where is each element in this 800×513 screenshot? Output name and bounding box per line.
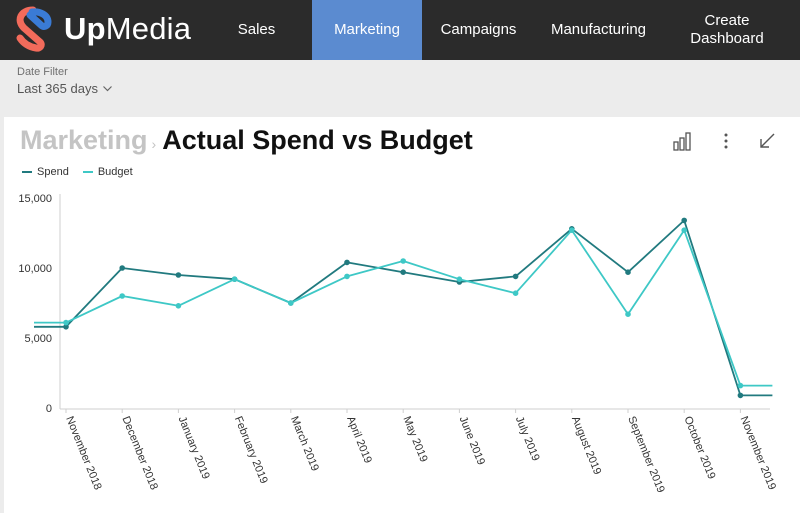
data-point-budget [119, 293, 125, 299]
x-tick-label: January 2019 [176, 415, 212, 481]
x-tick-label: July 2019 [513, 415, 542, 463]
data-point-spend [119, 265, 125, 271]
date-filter-dropdown[interactable]: Last 365 days [17, 81, 113, 96]
x-tick-label: August 2019 [569, 415, 603, 477]
y-tick-label: 10,000 [18, 263, 52, 275]
x-tick-label: November 2019 [738, 415, 778, 492]
data-point-spend [512, 273, 519, 280]
x-tick-label: February 2019 [232, 415, 270, 486]
data-point-budget [175, 303, 182, 309]
data-point-budget [400, 258, 407, 264]
collapse-arrow-icon[interactable] [755, 129, 779, 153]
top-navigation-bar: UpMedia Sales Marketing Campaigns Manufa… [0, 0, 800, 60]
legend-item-spend[interactable]: Spend [22, 166, 69, 178]
data-point-budget [569, 227, 575, 233]
legend-swatch-spend [22, 171, 32, 173]
nav-tab-marketing[interactable]: Marketing [312, 0, 422, 60]
breadcrumb-marketing[interactable]: Marketing [20, 125, 148, 155]
breadcrumb-separator: › [151, 136, 157, 152]
brand-name: UpMedia [64, 11, 192, 46]
legend-item-budget[interactable]: Budget [82, 166, 133, 178]
x-tick-label: October 2019 [681, 415, 717, 481]
data-point-budget [512, 290, 519, 296]
legend-label-budget: Budget [97, 166, 133, 178]
x-tick-label: March 2019 [288, 415, 321, 473]
nav-tab-create-dashboard-label: Create Dashboard [690, 12, 764, 47]
data-point-budget [737, 382, 744, 389]
brand-logo[interactable]: UpMedia [10, 4, 191, 54]
x-tick-label: November 2018 [63, 415, 103, 492]
x-tick-label: September 2019 [625, 415, 667, 495]
y-tick-label: 15,000 [18, 193, 52, 205]
data-point-spend [344, 259, 350, 266]
data-point-spend [175, 272, 182, 278]
series-line-budget [34, 229, 773, 387]
data-point-budget [625, 311, 631, 317]
bar-chart-icon[interactable] [670, 129, 694, 153]
nav-tab-manufacturing[interactable]: Manufacturing [550, 21, 647, 38]
chevron-down-icon [103, 86, 112, 92]
data-point-budget [63, 319, 69, 326]
date-filter-label: Date Filter [17, 66, 68, 78]
upmedia-logo-icon [16, 6, 52, 52]
nav-tab-create-dashboard[interactable]: Create Dashboard [662, 0, 792, 60]
data-point-spend [737, 392, 744, 399]
nav-tab-campaigns[interactable]: Campaigns [440, 21, 517, 38]
card-title: Marketing › Actual Spend vs Budget [20, 125, 473, 156]
data-point-spend [625, 269, 631, 275]
page-title: Actual Spend vs Budget [162, 125, 473, 155]
legend-swatch-budget [82, 171, 93, 173]
data-point-spend [400, 269, 407, 275]
chart-card: Marketing › Actual Spend vs Budget Spend… [4, 117, 800, 513]
date-filter-value: Last 365 days [17, 81, 98, 96]
x-tick-label: May 2019 [400, 415, 429, 464]
nav-tab-sales[interactable]: Sales [237, 21, 276, 38]
data-point-spend [63, 324, 69, 330]
y-tick-label: 0 [46, 403, 52, 415]
data-point-budget [288, 300, 294, 306]
data-point-budget [681, 227, 687, 233]
data-point-budget [231, 276, 238, 282]
x-tick-label: December 2018 [119, 415, 159, 492]
data-point-budget [456, 276, 463, 282]
data-point-spend [681, 217, 687, 224]
legend-label-spend: Spend [37, 166, 69, 178]
x-tick-label: June 2019 [457, 415, 487, 467]
more-vertical-icon[interactable] [714, 129, 738, 153]
line-chart: 0 5,000 10,000 15,000 November 2018 December … [18, 193, 778, 495]
data-point-budget [344, 273, 350, 280]
chart-legend: Spend Budget [22, 166, 147, 178]
x-tick-label: April 2019 [344, 415, 374, 465]
series-line-spend [34, 219, 773, 397]
y-tick-label: 5,000 [24, 333, 52, 345]
